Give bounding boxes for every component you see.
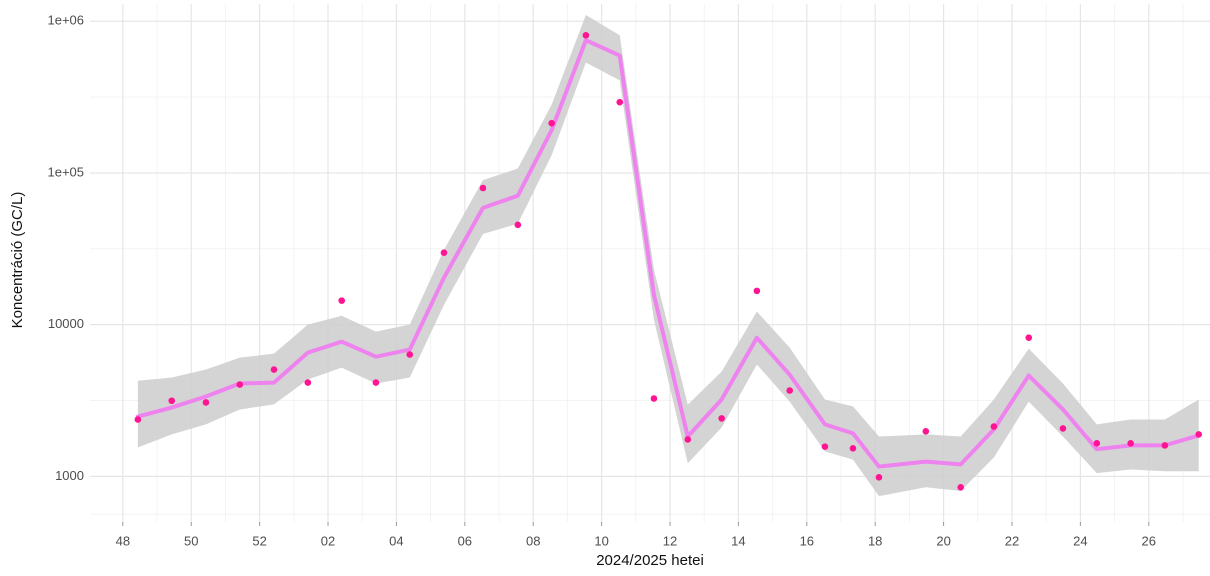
- point: [753, 287, 761, 295]
- point: [338, 297, 346, 304]
- x-tick-label: 52: [252, 533, 266, 548]
- x-tick-label: 16: [800, 533, 814, 548]
- x-tick-label: 20: [936, 533, 950, 548]
- point: [202, 399, 210, 406]
- point: [718, 415, 725, 422]
- point: [1161, 442, 1169, 449]
- y-axis-title: Koncentráció (GC/L): [9, 192, 26, 329]
- point: [650, 395, 658, 402]
- x-tick-label: 02: [321, 533, 335, 548]
- point: [1195, 431, 1203, 438]
- x-tick-label: 12: [663, 533, 677, 548]
- point: [514, 221, 522, 229]
- trend-line: [135, 38, 1201, 469]
- x-tick-label: 22: [1005, 533, 1019, 548]
- x-tick-label: 04: [389, 533, 403, 548]
- point: [1093, 440, 1101, 447]
- confidence-band: [137, 15, 1199, 497]
- point: [1025, 334, 1033, 342]
- point: [786, 387, 794, 394]
- point: [582, 31, 590, 39]
- point: [616, 98, 624, 106]
- point: [548, 119, 555, 127]
- point: [304, 379, 312, 386]
- point: [875, 474, 883, 481]
- point: [957, 483, 964, 491]
- x-tick-label: 18: [868, 533, 882, 548]
- y-tick-label: 10000: [48, 316, 84, 331]
- point: [479, 184, 487, 192]
- x-tick-label: 48: [116, 533, 130, 548]
- x-tick-label: 06: [458, 533, 472, 548]
- point: [922, 428, 930, 435]
- point: [134, 416, 142, 423]
- point: [406, 351, 414, 358]
- marks: [134, 15, 1203, 497]
- x-tick-label: 24: [1073, 533, 1087, 548]
- y-tick-label: 1e+06: [47, 13, 84, 28]
- x-axis-title: 2024/2025 hetei: [596, 552, 704, 569]
- x-tick-label: 08: [526, 533, 540, 548]
- point: [440, 249, 448, 257]
- x-tick-label: 50: [184, 533, 198, 548]
- point: [168, 397, 176, 405]
- y-tick-label: 1e+05: [47, 164, 84, 179]
- point: [990, 423, 998, 430]
- x-tick-label: 10: [594, 533, 608, 548]
- y-tick-label: 1000: [55, 468, 84, 483]
- point: [849, 445, 857, 452]
- grid: [90, 4, 1210, 526]
- point: [1127, 440, 1134, 447]
- point: [1059, 425, 1067, 432]
- point: [372, 379, 380, 386]
- x-tick-label: 14: [731, 533, 745, 548]
- point: [684, 436, 692, 443]
- x-tick-label: 26: [1142, 533, 1156, 548]
- point: [270, 366, 278, 373]
- point: [236, 381, 244, 388]
- point: [821, 443, 829, 450]
